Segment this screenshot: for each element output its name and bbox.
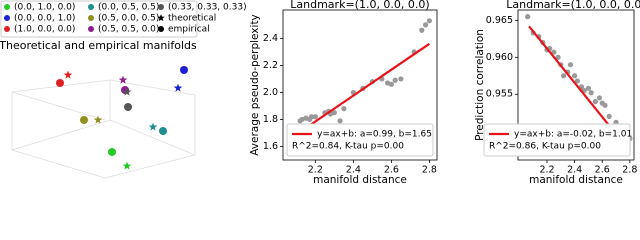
x-axis-label: manifold distance [529, 174, 623, 186]
axis-pane [109, 119, 196, 156]
point [596, 95, 603, 101]
figure: (0.0, 1.0, 0.0)(0.0, 0.0, 1.0)(1.0, 0.0,… [0, 0, 640, 186]
point [572, 73, 578, 79]
theoretical-point [93, 115, 103, 124]
point [588, 90, 594, 96]
theoretical-point [122, 161, 132, 170]
theoretical-point [122, 87, 132, 96]
legend-label: (0.0, 0.0, 1.0) [14, 14, 75, 24]
legend-marker [158, 4, 164, 10]
legend-marker [88, 15, 94, 21]
fit-line [289, 42, 431, 140]
x-tick-label: 2.4 [567, 165, 582, 176]
y-tick-label: 0.955 [486, 89, 513, 100]
empirical-point [159, 127, 167, 135]
legend-label: y=ax+b: a=-0.02, b=1.01 [514, 130, 632, 140]
empirical-point [108, 148, 116, 156]
legend-marker [88, 4, 94, 10]
point [312, 114, 318, 120]
legend-box [0, 0, 198, 38]
chart-title: Landmark=(1.0, 0.0, 0.0) [506, 0, 640, 11]
axis-pane [11, 149, 106, 179]
legend-label: (0.5, 0.0, 0.5) [98, 14, 159, 24]
point [392, 77, 398, 83]
y-tick-label: 2.0 [263, 87, 278, 98]
point [422, 22, 429, 28]
legend-label: (0.5, 0.5, 0.0) [98, 25, 159, 35]
legend-marker [4, 4, 10, 10]
y-tick-label: 2.2 [263, 60, 278, 71]
x-tick-label: 2.6 [595, 165, 610, 176]
point [602, 102, 608, 108]
theoretical-point [173, 83, 183, 92]
point [551, 49, 557, 55]
empirical-point [180, 66, 188, 74]
legend-marker [157, 14, 165, 22]
legend-box [286, 123, 434, 157]
y-tick-label: 2.4 [263, 33, 278, 44]
theoretical-point [148, 122, 158, 131]
legend-label: y=ax+b: a=0.99, b=1.65 [317, 130, 432, 140]
axis-pane [11, 91, 106, 121]
y-tick-label: 0.960 [486, 52, 513, 63]
axis-pane [104, 154, 196, 179]
chart-title: Theoretical and empirical manifolds [0, 39, 197, 52]
y-tick-label: 0.965 [486, 15, 513, 26]
y-axis-label: Average pseudo-perplexity [249, 14, 261, 156]
legend-label: empirical [168, 25, 210, 35]
plot-frame [517, 9, 635, 161]
legend-label: (1.0, 0.0, 0.0) [14, 25, 75, 35]
x-tick-label: 2.2 [308, 165, 323, 176]
plot-frame [282, 9, 438, 161]
point [606, 113, 612, 120]
point [585, 85, 592, 91]
point [308, 114, 315, 120]
legend-marker [4, 15, 10, 21]
legend-label: (0.0, 0.5, 0.5) [98, 3, 159, 13]
point [567, 62, 574, 68]
point [331, 110, 337, 116]
point [525, 14, 531, 20]
point [574, 78, 580, 84]
x-tick-label: 2.6 [384, 165, 399, 176]
y-tick-label: 1.6 [263, 141, 278, 152]
legend-label: (0.33, 0.33, 0.33) [168, 3, 247, 13]
point [337, 118, 343, 124]
legend-marker [158, 26, 164, 32]
x-tick-label: 2.8 [622, 165, 637, 176]
point [555, 54, 561, 60]
empirical-point [56, 79, 64, 87]
x-tick-label: 2.4 [346, 165, 361, 176]
theoretical-point [63, 70, 73, 79]
empirical-point [80, 116, 88, 124]
y-axis-label: Prediction correlation [474, 29, 486, 141]
point [426, 18, 432, 24]
point [592, 99, 598, 105]
point [341, 106, 347, 112]
legend-label: (0.0, 1.0, 0.0) [14, 3, 75, 13]
x-tick-label: 2.2 [539, 165, 554, 176]
legend-label: R^2=0.84, K-tau p=0.00 [292, 142, 404, 152]
point [560, 73, 567, 79]
legend-label: theoretical [168, 14, 216, 24]
x-tick-label: 2.8 [422, 165, 437, 176]
point [398, 76, 404, 82]
legend-marker [4, 26, 10, 32]
theoretical-point [118, 75, 128, 84]
legend-box [483, 123, 631, 157]
point [419, 27, 425, 33]
point [388, 81, 394, 87]
axis-pane [11, 119, 111, 151]
x-axis-label: manifold distance [313, 174, 407, 186]
chart-title: Landmark=(1.0, 0.0, 0.0) [290, 0, 429, 11]
empirical-point [124, 103, 132, 111]
legend-label: R^2=0.86, K-tau p=0.00 [489, 142, 601, 152]
y-tick-label: 1.8 [263, 114, 278, 125]
legend-marker [88, 26, 94, 32]
